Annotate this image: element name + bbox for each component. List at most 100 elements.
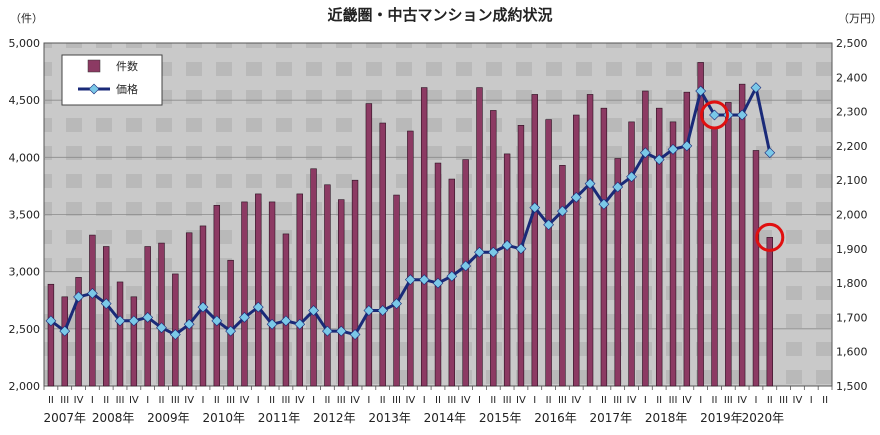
quarter-label: I [644,395,647,406]
price-point [667,143,679,155]
price-point [639,147,651,159]
bar [420,87,428,387]
quarter-label: II [103,395,109,406]
price-point [418,274,430,286]
bar [573,114,580,387]
quarter-label: III [60,395,69,406]
quarter-label: IV [461,395,471,406]
quarter-label: IV [184,395,194,406]
right-tick-label: 1,700 [836,311,868,324]
left-tick-label: 4,000 [9,151,41,164]
legend-line-label: 価格 [116,82,138,96]
price-point [653,154,665,165]
right-tick-label: 1,500 [836,380,868,393]
price-point [501,239,513,251]
year-label: 2018年 [645,411,688,425]
right-tick-label: 2,300 [836,106,868,119]
quarter-label: III [171,395,180,406]
quarter-label: IV [129,395,139,406]
bar [351,179,359,387]
price-point [515,243,527,255]
bar [241,201,248,387]
quarter-label: II [767,395,773,406]
price-point [543,219,554,231]
bar [255,193,262,387]
bar [752,150,760,387]
year-label: 2013年 [368,411,411,425]
quarter-label: IV [571,395,581,406]
quarter-label: I [533,395,536,406]
price-point [266,318,278,330]
quarter-label: I [312,395,315,406]
quarter-label: I [91,395,94,406]
right-tick-label: 1,800 [836,277,868,290]
bar [434,162,442,387]
quarter-label: I [367,395,370,406]
price-point [322,325,333,337]
price-point [156,322,167,334]
price-point [474,246,485,258]
price-point [280,315,292,327]
bar [393,194,400,387]
year-label: 2015年 [479,411,522,425]
highlight-circle [699,100,729,130]
price-point [736,109,748,121]
quarter-label: II [324,395,330,406]
bar [365,103,373,387]
x-axis-ticks: II III IV I II III IV I II III IV I II III IV I II III IV I… [43,386,833,425]
left-tick-label: 4,500 [9,94,41,107]
price-point [460,260,472,272]
quarter-label: IV [240,395,250,406]
quarter-label: IV [516,395,526,406]
price-point [114,315,126,327]
right-tick-label: 2,000 [836,209,868,222]
bar [338,199,345,387]
bar [725,102,732,387]
right-tick-label: 2,400 [836,71,868,84]
price-point [695,85,707,97]
legend: 件数 価格 [61,54,163,106]
bar [158,242,165,387]
price-point [73,291,84,303]
left-tick-label: 5,000 [9,37,41,50]
year-label: 2016年 [534,411,577,425]
quarter-label: III [226,395,235,406]
price-point [239,312,250,323]
quarter-label: III [337,395,346,406]
price-point [197,301,209,313]
bar [185,232,193,387]
price-point [598,198,610,210]
price-point [59,325,71,337]
year-label: 2008年 [92,411,135,425]
quarter-label: II [380,395,386,406]
bar [697,62,704,387]
bar [296,193,303,387]
bar [227,259,234,387]
quarter-label: II [269,395,275,406]
quarter-label: III [116,395,125,406]
bar [559,165,566,387]
quarter-label: III [282,395,291,406]
bar [130,296,138,387]
left-axis-unit: （件） [10,12,43,25]
price-point [363,305,375,316]
quarter-label: II [822,395,828,406]
quarter-label: III [779,395,788,406]
bar [655,107,663,387]
left-tick-label: 3,000 [9,266,41,279]
price-point [681,140,693,152]
price-point [252,301,264,313]
bar [47,283,55,387]
right-tick-label: 1,900 [836,243,868,256]
price-point [487,246,499,258]
bar [642,90,649,387]
year-label: 2012年 [313,411,356,425]
bar [476,87,483,387]
bar [462,159,469,387]
bar [531,94,538,387]
bar [268,201,276,387]
left-tick-label: 2,000 [9,380,41,393]
bar [116,281,124,387]
legend-line-marker [88,83,100,95]
bar [310,168,317,387]
